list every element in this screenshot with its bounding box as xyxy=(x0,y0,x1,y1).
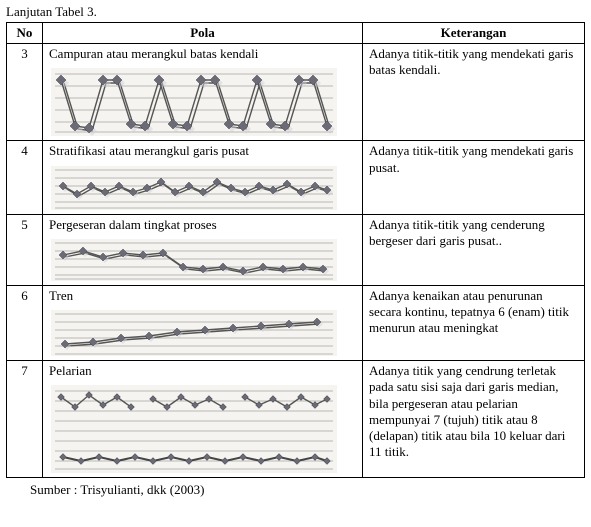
cell-keterangan: Adanya titik yang cendrung terletak pada… xyxy=(363,361,585,478)
pattern-chart xyxy=(49,308,339,358)
cell-pola: Pelarian xyxy=(43,361,363,478)
pola-title: Pergeseran dalam tingkat proses xyxy=(49,217,356,233)
pattern-table: No Pola Keterangan 3 Campuran atau merang… xyxy=(6,22,585,478)
table-row: 4 Stratifikasi atau merangkul garis pusat… xyxy=(7,141,585,214)
col-header-pola: Pola xyxy=(43,23,363,44)
table-row: 7 Pelarian Adanya titik yang cendrung terl… xyxy=(7,361,585,478)
pola-title: Pelarian xyxy=(49,363,356,379)
cell-keterangan: Adanya titik-titik yang cenderung berges… xyxy=(363,214,585,285)
table-row: 3 Campuran atau merangkul batas kendali Ad… xyxy=(7,44,585,141)
pola-title: Campuran atau merangkul batas kendali xyxy=(49,46,356,62)
pattern-chart xyxy=(49,383,339,475)
pattern-chart xyxy=(49,237,339,283)
cell-keterangan: Adanya kenaikan atau penurunan secara ko… xyxy=(363,285,585,360)
pola-title: Tren xyxy=(49,288,356,304)
cell-no: 4 xyxy=(7,141,43,214)
cell-no: 6 xyxy=(7,285,43,360)
cell-pola: Tren xyxy=(43,285,363,360)
cell-no: 3 xyxy=(7,44,43,141)
table-header-row: No Pola Keterangan xyxy=(7,23,585,44)
col-header-ket: Keterangan xyxy=(363,23,585,44)
cell-keterangan: Adanya titik-titik yang mendekati garis … xyxy=(363,44,585,141)
table-row: 5 Pergeseran dalam tingkat proses Adanya t… xyxy=(7,214,585,285)
col-header-no: No xyxy=(7,23,43,44)
pola-title: Stratifikasi atau merangkul garis pusat xyxy=(49,143,356,159)
cell-pola: Stratifikasi atau merangkul garis pusat xyxy=(43,141,363,214)
cell-pola: Campuran atau merangkul batas kendali xyxy=(43,44,363,141)
table-caption: Lanjutan Tabel 3. xyxy=(6,4,585,20)
pattern-chart xyxy=(49,66,339,138)
cell-keterangan: Adanya titik-titik yang mendekati garis … xyxy=(363,141,585,214)
cell-no: 7 xyxy=(7,361,43,478)
pattern-chart xyxy=(49,164,339,212)
table-source: Sumber : Trisyulianti, dkk (2003) xyxy=(30,482,585,498)
cell-no: 5 xyxy=(7,214,43,285)
cell-pola: Pergeseran dalam tingkat proses xyxy=(43,214,363,285)
table-row: 6 Tren Adanya kenaikan atau penurunan seca… xyxy=(7,285,585,360)
